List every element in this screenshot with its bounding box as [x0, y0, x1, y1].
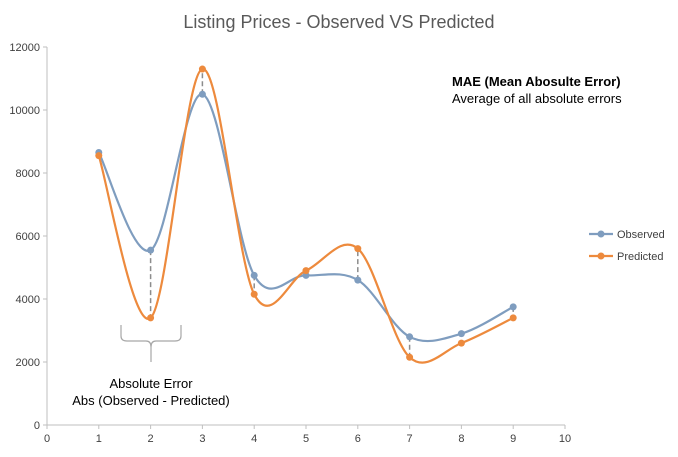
data-point-predicted: [354, 245, 362, 253]
mae-annotation: MAE (Mean Abosulte Error) Average of all…: [452, 74, 622, 106]
absolute-error-annotation: Absolute Error Abs (Observed - Predicted…: [72, 325, 230, 408]
mae-title: MAE (Mean Abosulte Error): [452, 74, 621, 89]
series-observed: [95, 90, 517, 343]
series-group: [95, 65, 517, 364]
legend-label: Predicted: [617, 251, 663, 263]
x-axis: 0 1 2 3 4 5 6 7 8 9 10: [44, 424, 571, 445]
y-tick-label: 8000: [16, 168, 40, 180]
data-point-observed: [457, 330, 465, 338]
x-tick-label: 5: [303, 433, 309, 445]
x-tick-label: 3: [199, 433, 205, 445]
x-tick-label: 4: [251, 433, 257, 445]
data-point-predicted: [198, 65, 206, 73]
y-tick-label: 6000: [16, 231, 40, 243]
curly-brace: [120, 325, 182, 362]
y-tick-label: 4000: [16, 294, 40, 306]
data-point-observed: [406, 333, 414, 341]
abs-error-formula: Abs (Observed - Predicted): [72, 393, 230, 408]
series-line-predicted: [97, 67, 514, 364]
data-point-predicted: [250, 290, 258, 298]
data-point-observed: [509, 303, 517, 311]
data-point-predicted: [509, 314, 517, 322]
data-point-observed: [354, 276, 362, 284]
legend-swatch-marker: [597, 230, 605, 238]
data-point-predicted: [95, 152, 103, 160]
x-tick-label: 0: [44, 433, 50, 445]
data-point-observed: [198, 90, 206, 98]
legend-label: Observed: [617, 229, 665, 241]
x-tick-label: 6: [355, 433, 361, 445]
x-tick-label: 10: [559, 433, 571, 445]
y-tick-label: 10000: [9, 105, 40, 117]
data-point-predicted: [147, 314, 155, 322]
y-tick-label: 0: [34, 420, 40, 432]
x-tick-label: 7: [407, 433, 413, 445]
x-tick-label: 1: [96, 433, 102, 445]
x-tick-label: 2: [148, 433, 154, 445]
series-line-observed: [97, 93, 514, 343]
abs-error-title: Absolute Error: [109, 376, 193, 391]
y-axis: 0 2000 4000 6000 8000 10000 12000: [9, 42, 48, 432]
data-point-predicted: [457, 339, 465, 347]
series-predicted: [95, 65, 517, 364]
data-point-predicted: [406, 353, 414, 361]
x-tick-label: 8: [458, 433, 464, 445]
error-lines: [149, 69, 514, 358]
y-tick-label: 12000: [9, 42, 40, 54]
data-point-observed: [147, 246, 155, 254]
legend-item-predicted: Predicted: [589, 251, 663, 263]
chart-title: Listing Prices - Observed VS Predicted: [183, 12, 494, 32]
legend: Observed Predicted: [589, 229, 665, 263]
legend-swatch-marker: [597, 252, 605, 260]
data-point-observed: [250, 271, 258, 279]
y-tick-label: 2000: [16, 357, 40, 369]
x-tick-label: 9: [510, 433, 516, 445]
data-point-predicted: [302, 267, 310, 275]
legend-item-observed: Observed: [589, 229, 665, 241]
mae-description: Average of all absolute errors: [452, 91, 622, 106]
